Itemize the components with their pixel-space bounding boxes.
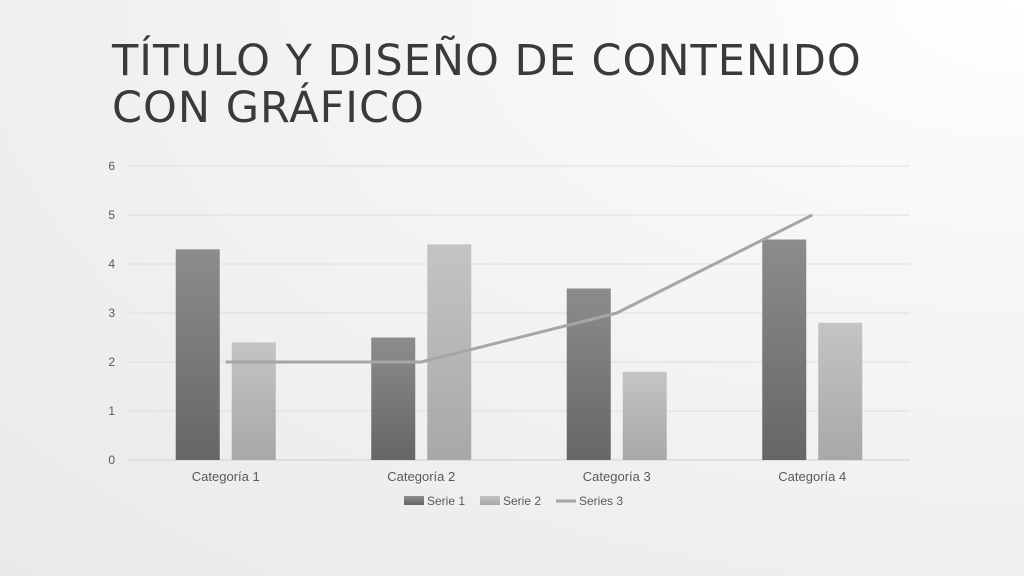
x-tick-label: Categoría 4	[778, 469, 846, 484]
bar-serie1-cat4	[762, 239, 807, 460]
x-tick-label: Categoría 2	[387, 469, 455, 484]
bar-serie2-cat1	[231, 342, 276, 460]
line-series-3	[225, 213, 813, 364]
legend-swatch-serie1	[404, 496, 424, 505]
bar-serie1-cat1	[175, 249, 220, 460]
legend-label: Serie 2	[503, 494, 541, 508]
y-tick-label: 0	[108, 453, 115, 467]
y-tick-label: 6	[108, 159, 115, 173]
y-tick-label: 1	[108, 404, 115, 418]
bar-serie1-cat2	[371, 337, 416, 460]
y-tick-label: 4	[108, 257, 115, 271]
legend-label: Series 3	[579, 494, 623, 508]
legend: Serie 1 Serie 2 Series 3	[404, 494, 623, 508]
bar-serie2-cat3	[622, 371, 667, 460]
bar-serie1-cat3	[566, 288, 611, 460]
x-tick-label: Categoría 3	[583, 469, 651, 484]
y-tick-label: 3	[108, 306, 115, 320]
bars	[175, 239, 863, 460]
y-tick-label: 5	[108, 208, 115, 222]
legend-label: Serie 1	[427, 494, 465, 508]
line-series	[225, 213, 813, 364]
x-axis: Categoría 1 Categoría 2 Categoría 3 Categor…	[192, 469, 846, 484]
y-axis: 0 1 2 3 4 5 6	[108, 159, 115, 467]
y-tick-label: 2	[108, 355, 115, 369]
legend-swatch-serie2	[480, 496, 500, 505]
x-tick-label: Categoría 1	[192, 469, 260, 484]
bar-serie2-cat4	[818, 322, 863, 460]
slide-title: TÍTULO Y DISEÑO DE CONTENIDO CON GRÁFICO	[112, 36, 862, 133]
